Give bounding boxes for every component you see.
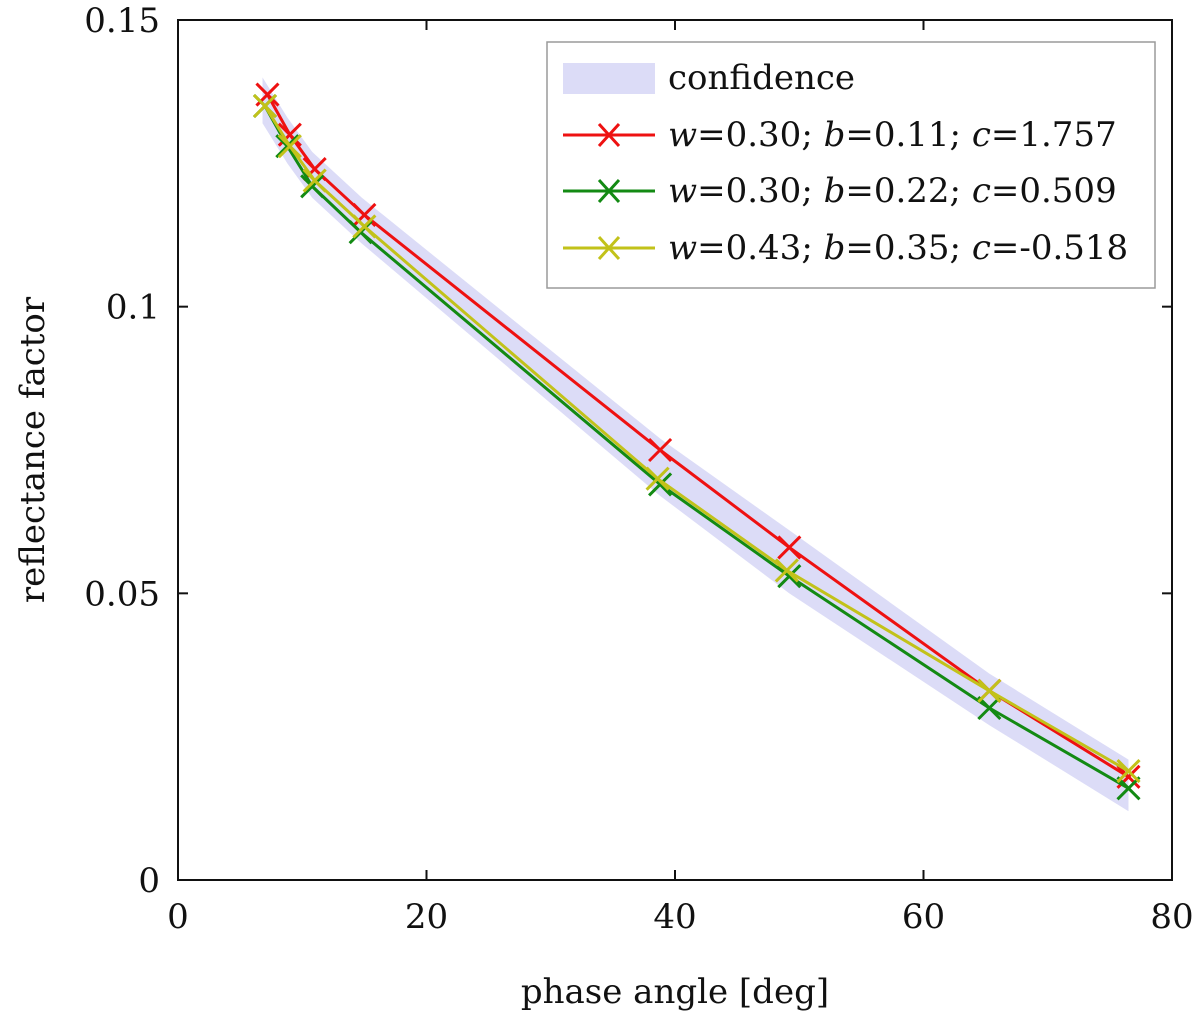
series-0-point-4 (648, 437, 673, 463)
series-2-point-7 (1116, 759, 1141, 784)
confidence-band (262, 77, 1129, 812)
series-2-point-6 (977, 678, 1002, 703)
legend-red-marker (597, 122, 621, 148)
legend-confidence-swatch (563, 63, 655, 94)
legend-green-marker (597, 178, 621, 204)
y-tick-label: 0 (138, 861, 160, 901)
x-tick-label: 0 (167, 897, 189, 937)
series-1-point-7 (1116, 776, 1141, 801)
legend-confidence-label: confidence (668, 58, 855, 98)
x-axis-ticks: 0 20 40 60 80 (167, 20, 1194, 937)
legend-entry-green: w=0.30; b=0.22; c=0.509 (563, 171, 1117, 211)
legend-yellow-marker (597, 235, 621, 261)
series-layer (252, 82, 1141, 801)
series-2-point-2 (302, 168, 327, 193)
y-axis-title: reflectance factor (13, 296, 53, 603)
series-2-point-5 (774, 558, 799, 583)
y-tick-label: 0.15 (84, 1, 160, 41)
series-line-1 (263, 105, 1130, 790)
series-0-point-5 (777, 535, 802, 560)
y-tick-label: 0.1 (106, 288, 160, 328)
legend-red-label: w=0.30; b=0.11; c=1.757 (668, 115, 1117, 155)
series-2 (252, 93, 1141, 784)
x-tick-label: 80 (1150, 897, 1193, 937)
legend-green-label: w=0.30; b=0.22; c=0.509 (668, 171, 1117, 211)
series-2-point-1 (277, 134, 302, 159)
x-axis-title: phase angle [deg] (521, 972, 829, 1012)
legend: confidence w=0.30; b=0.11; c=1.757 w=0.3… (546, 41, 1156, 289)
x-tick-label: 40 (653, 897, 696, 937)
series-2-point-4 (645, 466, 670, 491)
series-2-point-3 (352, 214, 377, 239)
series-1-point-6 (977, 695, 1002, 721)
x-tick-label: 20 (405, 897, 448, 937)
x-tick-label: 60 (902, 897, 945, 937)
series-1-point-5 (777, 564, 802, 589)
y-axis-ticks: 0 0.05 0.1 0.15 (84, 1, 1172, 901)
series-1-point-4 (648, 472, 673, 497)
y-tick-label: 0.05 (84, 574, 160, 614)
legend-entry-yellow: w=0.43; b=0.35; c=-0.518 (563, 228, 1128, 268)
series-1-point-2 (300, 174, 325, 199)
series-1 (252, 93, 1141, 801)
series-2-point-0 (252, 93, 278, 119)
legend-entry-red: w=0.30; b=0.11; c=1.757 (563, 115, 1117, 155)
legend-yellow-label: w=0.43; b=0.35; c=-0.518 (668, 228, 1128, 268)
